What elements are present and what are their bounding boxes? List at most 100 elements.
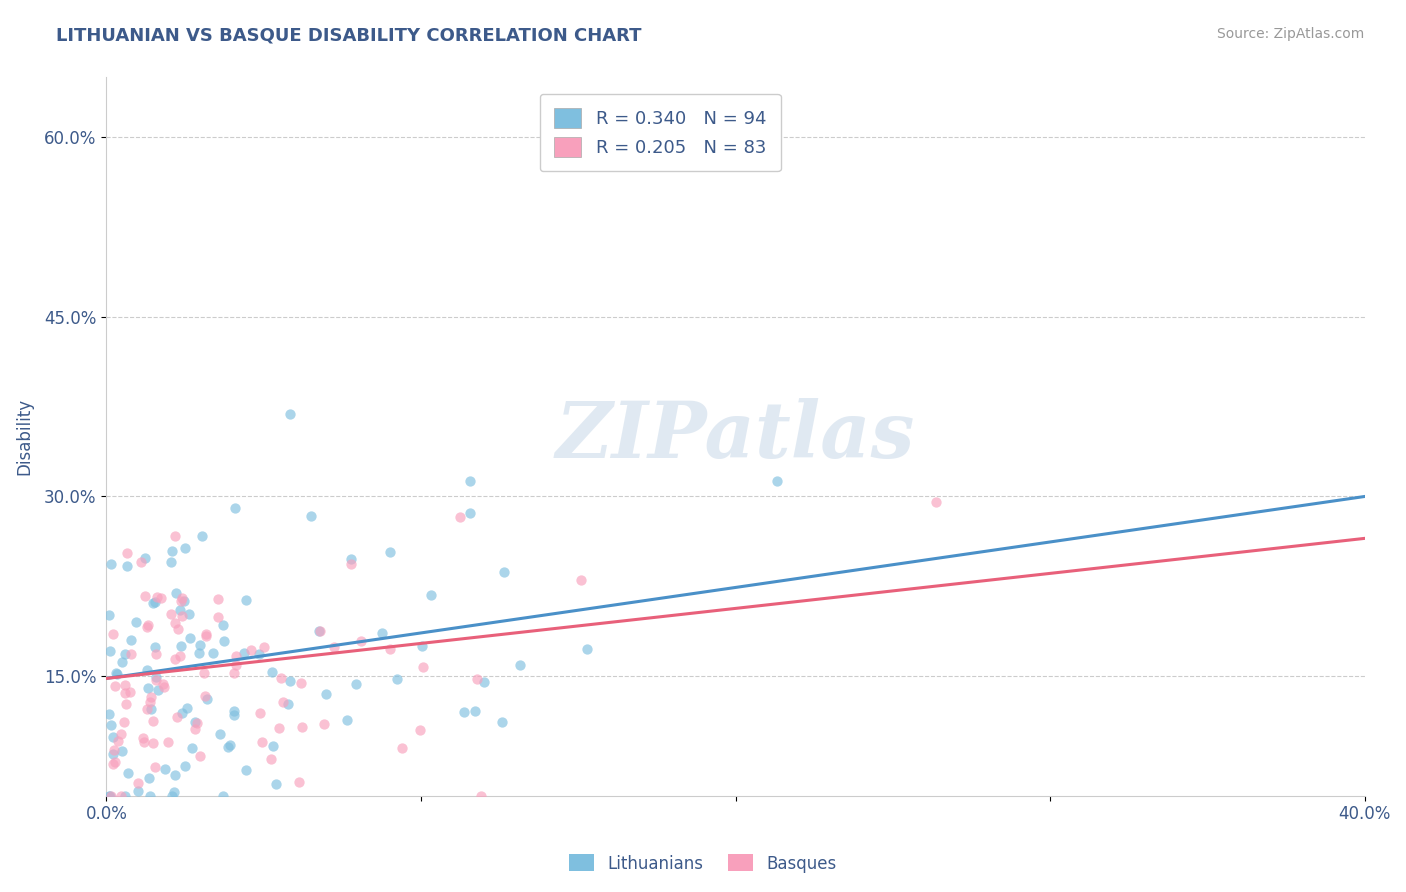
Point [491,715,513,730]
Point [138,771,160,785]
Point [176,701,198,715]
Point [470,789,492,803]
Point [132,731,155,745]
Point [104,756,127,770]
Point [262,665,284,680]
Point [169,639,191,653]
Point [270,671,292,685]
Point [224,501,246,516]
Point [225,658,247,673]
Point [101,627,124,641]
Point [209,727,232,741]
Point [98,789,121,803]
Point [169,603,191,617]
Point [165,615,187,630]
Point [98,643,121,657]
Point [166,710,188,724]
Point [411,639,433,653]
Point [142,736,165,750]
Point [163,529,186,543]
Point [115,546,138,560]
Point [269,721,291,735]
Point [575,642,598,657]
Point [107,666,129,681]
Point [409,723,432,738]
Point [134,589,156,603]
Point [100,557,122,571]
Point [117,558,139,573]
Point [104,665,127,680]
Point [167,622,190,636]
Point [262,739,284,753]
Point [260,752,283,766]
Point [290,676,312,690]
Point [391,741,413,756]
Point [172,608,194,623]
Point [336,713,359,727]
Point [344,677,367,691]
Point [100,789,122,803]
Point [145,670,167,684]
Point [271,695,294,709]
Point [371,625,394,640]
Point [141,702,163,716]
Point [136,702,159,716]
Text: LITHUANIAN VS BASQUE DISABILITY CORRELATION CHART: LITHUANIAN VS BASQUE DISABILITY CORRELAT… [56,27,641,45]
Point [142,597,165,611]
Point [142,714,165,728]
Point [222,707,245,722]
Point [212,633,235,648]
Point [153,681,176,695]
Point [107,733,129,747]
Point [139,695,162,709]
Point [139,690,162,705]
Point [314,717,336,731]
Point [174,541,197,555]
Point [160,544,183,558]
Point [117,766,139,780]
Point [115,697,138,711]
Point [159,555,181,569]
Point [129,555,152,569]
Legend: R = 0.340   N = 94, R = 0.205   N = 83: R = 0.340 N = 94, R = 0.205 N = 83 [540,94,780,171]
Point [150,591,173,605]
Point [180,741,202,756]
Point [235,593,257,607]
Point [110,655,132,669]
Point [225,648,247,663]
Point [323,640,346,655]
Point [569,573,592,587]
Point [170,706,193,720]
Point [120,647,142,661]
Point [277,698,299,712]
Point [173,594,195,608]
Point [114,648,136,662]
Point [98,789,121,803]
Point [287,775,309,789]
Point [156,735,179,749]
Point [340,552,363,566]
Point [308,624,330,638]
Point [98,706,121,721]
Point [194,689,217,703]
Point [101,747,124,761]
Point [169,648,191,663]
Point [127,776,149,790]
Point [465,672,488,686]
Point [249,706,271,720]
Point [146,590,169,604]
Point [299,508,322,523]
Point [159,607,181,621]
Point [197,692,219,706]
Point [278,674,301,689]
Point [420,588,443,602]
Point [194,629,217,643]
Point [460,507,482,521]
Point [218,739,240,753]
Point [253,640,276,655]
Point [211,789,233,803]
Point [100,717,122,731]
Point [188,748,211,763]
Point [222,704,245,718]
Point [186,715,208,730]
